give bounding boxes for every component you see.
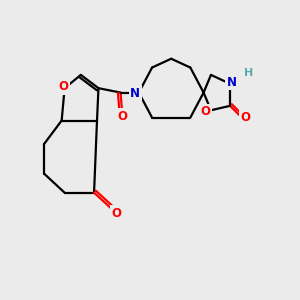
Text: H: H [244, 68, 253, 78]
Text: O: O [117, 110, 127, 123]
Text: O: O [201, 105, 211, 118]
Text: O: O [111, 207, 121, 220]
Text: N: N [130, 87, 140, 100]
Text: O: O [58, 80, 68, 93]
Text: O: O [241, 111, 251, 124]
Text: N: N [226, 76, 237, 89]
